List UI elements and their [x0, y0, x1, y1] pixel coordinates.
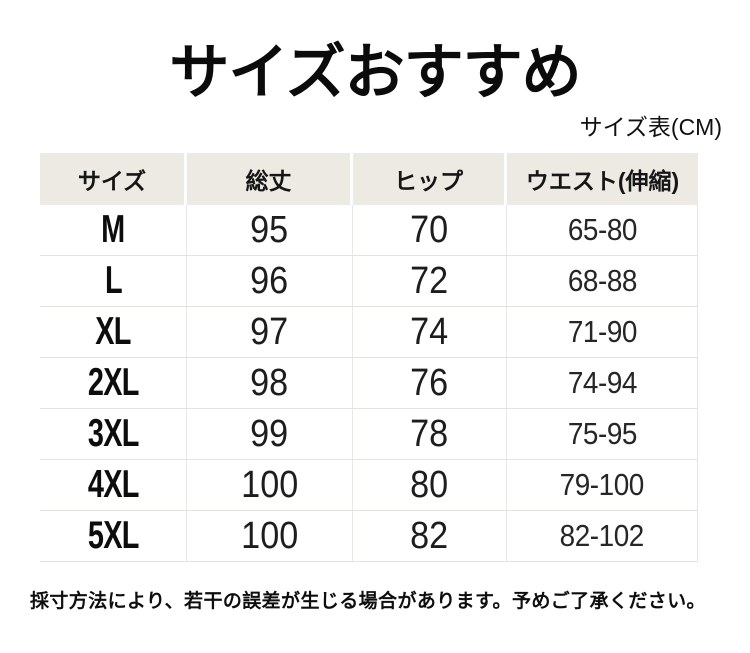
total-length-value: 97: [250, 310, 289, 353]
column-header-total-length: 総丈: [187, 153, 353, 205]
waist-range-value: 65-80: [567, 212, 637, 247]
size-value: 3XL: [87, 412, 139, 455]
hip-value: 76: [410, 361, 449, 404]
waist-range-value: 68-88: [567, 263, 637, 298]
size-value: 5XL: [87, 514, 139, 557]
size-value: XL: [95, 310, 131, 353]
waist-range-value: 79-100: [559, 467, 645, 502]
page-title: サイズおすすめ: [169, 40, 581, 106]
total-length-value: 99: [250, 412, 289, 455]
waist-range-value: 71-90: [567, 314, 637, 349]
column-header-size: サイズ: [40, 153, 187, 205]
total-length-value: 95: [250, 208, 289, 251]
waist-range-value: 75-95: [567, 416, 637, 451]
waist-range-value: 74-94: [567, 365, 637, 400]
size-table: サイズ 総丈 ヒップ ウエスト(伸縮) M 95 70 65-80 L 96 7…: [40, 153, 698, 562]
size-value: 2XL: [87, 361, 139, 404]
table-row: 4XL 100 80 79-100: [40, 460, 698, 511]
waist-range-value: 82-102: [559, 518, 645, 553]
table-row: 5XL 100 82 82-102: [40, 511, 698, 562]
size-value: L: [104, 259, 123, 302]
size-value: 4XL: [87, 463, 139, 506]
size-table-header-row: サイズ 総丈 ヒップ ウエスト(伸縮): [40, 153, 698, 205]
table-row: XL 97 74 71-90: [40, 307, 698, 358]
hip-value: 74: [410, 310, 449, 353]
column-header-hip: ヒップ: [353, 153, 507, 205]
table-row: 3XL 99 78 75-95: [40, 409, 698, 460]
total-length-value: 98: [250, 361, 289, 404]
table-row: M 95 70 65-80: [40, 205, 698, 256]
hip-value: 80: [410, 463, 449, 506]
size-chart-unit-label: サイズ表(CM): [579, 114, 722, 140]
table-row: 2XL 98 76 74-94: [40, 358, 698, 409]
size-value: M: [101, 208, 125, 251]
total-length-value: 100: [240, 514, 299, 557]
table-row: L 96 72 68-88: [40, 256, 698, 307]
hip-value: 78: [410, 412, 449, 455]
hip-value: 70: [410, 208, 449, 251]
hip-value: 82: [410, 514, 449, 557]
measurement-note: 採寸方法により、若干の誤差が生じる場合があります。予めご了承ください。: [30, 591, 706, 612]
size-table-body: M 95 70 65-80 L 96 72 68-88 XL 97 74 71-…: [40, 205, 698, 562]
total-length-value: 96: [250, 259, 289, 302]
hip-value: 72: [410, 259, 449, 302]
column-header-waist: ウエスト(伸縮): [507, 153, 698, 205]
total-length-value: 100: [240, 463, 299, 506]
